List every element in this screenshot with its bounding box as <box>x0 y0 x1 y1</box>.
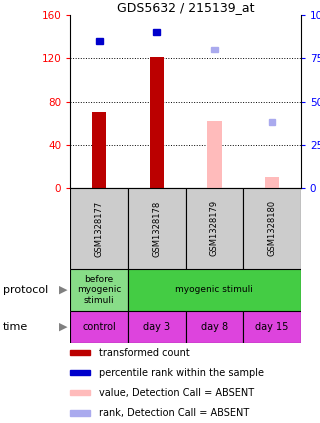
Bar <box>243 311 301 343</box>
Title: GDS5632 / 215139_at: GDS5632 / 215139_at <box>117 1 254 14</box>
Bar <box>128 311 186 343</box>
Text: transformed count: transformed count <box>99 348 190 358</box>
Text: protocol: protocol <box>3 285 48 295</box>
Text: value, Detection Call = ABSENT: value, Detection Call = ABSENT <box>99 388 254 398</box>
Bar <box>207 121 221 188</box>
Text: before
myogenic
stimuli: before myogenic stimuli <box>77 275 121 305</box>
Text: percentile rank within the sample: percentile rank within the sample <box>99 368 264 378</box>
Text: ▶: ▶ <box>59 322 67 332</box>
Bar <box>128 269 301 311</box>
Bar <box>186 188 243 269</box>
Text: day 3: day 3 <box>143 322 170 332</box>
Bar <box>128 188 186 269</box>
Bar <box>211 47 218 52</box>
Bar <box>96 38 103 44</box>
Text: time: time <box>3 322 28 332</box>
Text: myogenic stimuli: myogenic stimuli <box>175 285 253 294</box>
Text: GSM1328178: GSM1328178 <box>152 201 161 256</box>
Bar <box>70 390 90 396</box>
Text: rank, Detection Call = ABSENT: rank, Detection Call = ABSENT <box>99 408 250 418</box>
Bar <box>92 113 106 188</box>
Bar <box>265 177 279 188</box>
Text: GSM1328177: GSM1328177 <box>95 201 104 256</box>
Bar <box>153 29 160 35</box>
Text: day 15: day 15 <box>255 322 289 332</box>
Bar <box>70 370 90 375</box>
Bar <box>243 188 301 269</box>
Bar <box>70 350 90 355</box>
Bar <box>70 410 90 415</box>
Text: ▶: ▶ <box>59 285 67 295</box>
Bar <box>70 269 128 311</box>
Bar <box>186 311 243 343</box>
Bar <box>150 57 164 188</box>
Text: day 8: day 8 <box>201 322 228 332</box>
Bar <box>70 311 128 343</box>
Bar <box>268 119 276 125</box>
Text: control: control <box>82 322 116 332</box>
Text: GSM1328180: GSM1328180 <box>268 201 276 256</box>
Bar <box>70 188 128 269</box>
Text: GSM1328179: GSM1328179 <box>210 201 219 256</box>
